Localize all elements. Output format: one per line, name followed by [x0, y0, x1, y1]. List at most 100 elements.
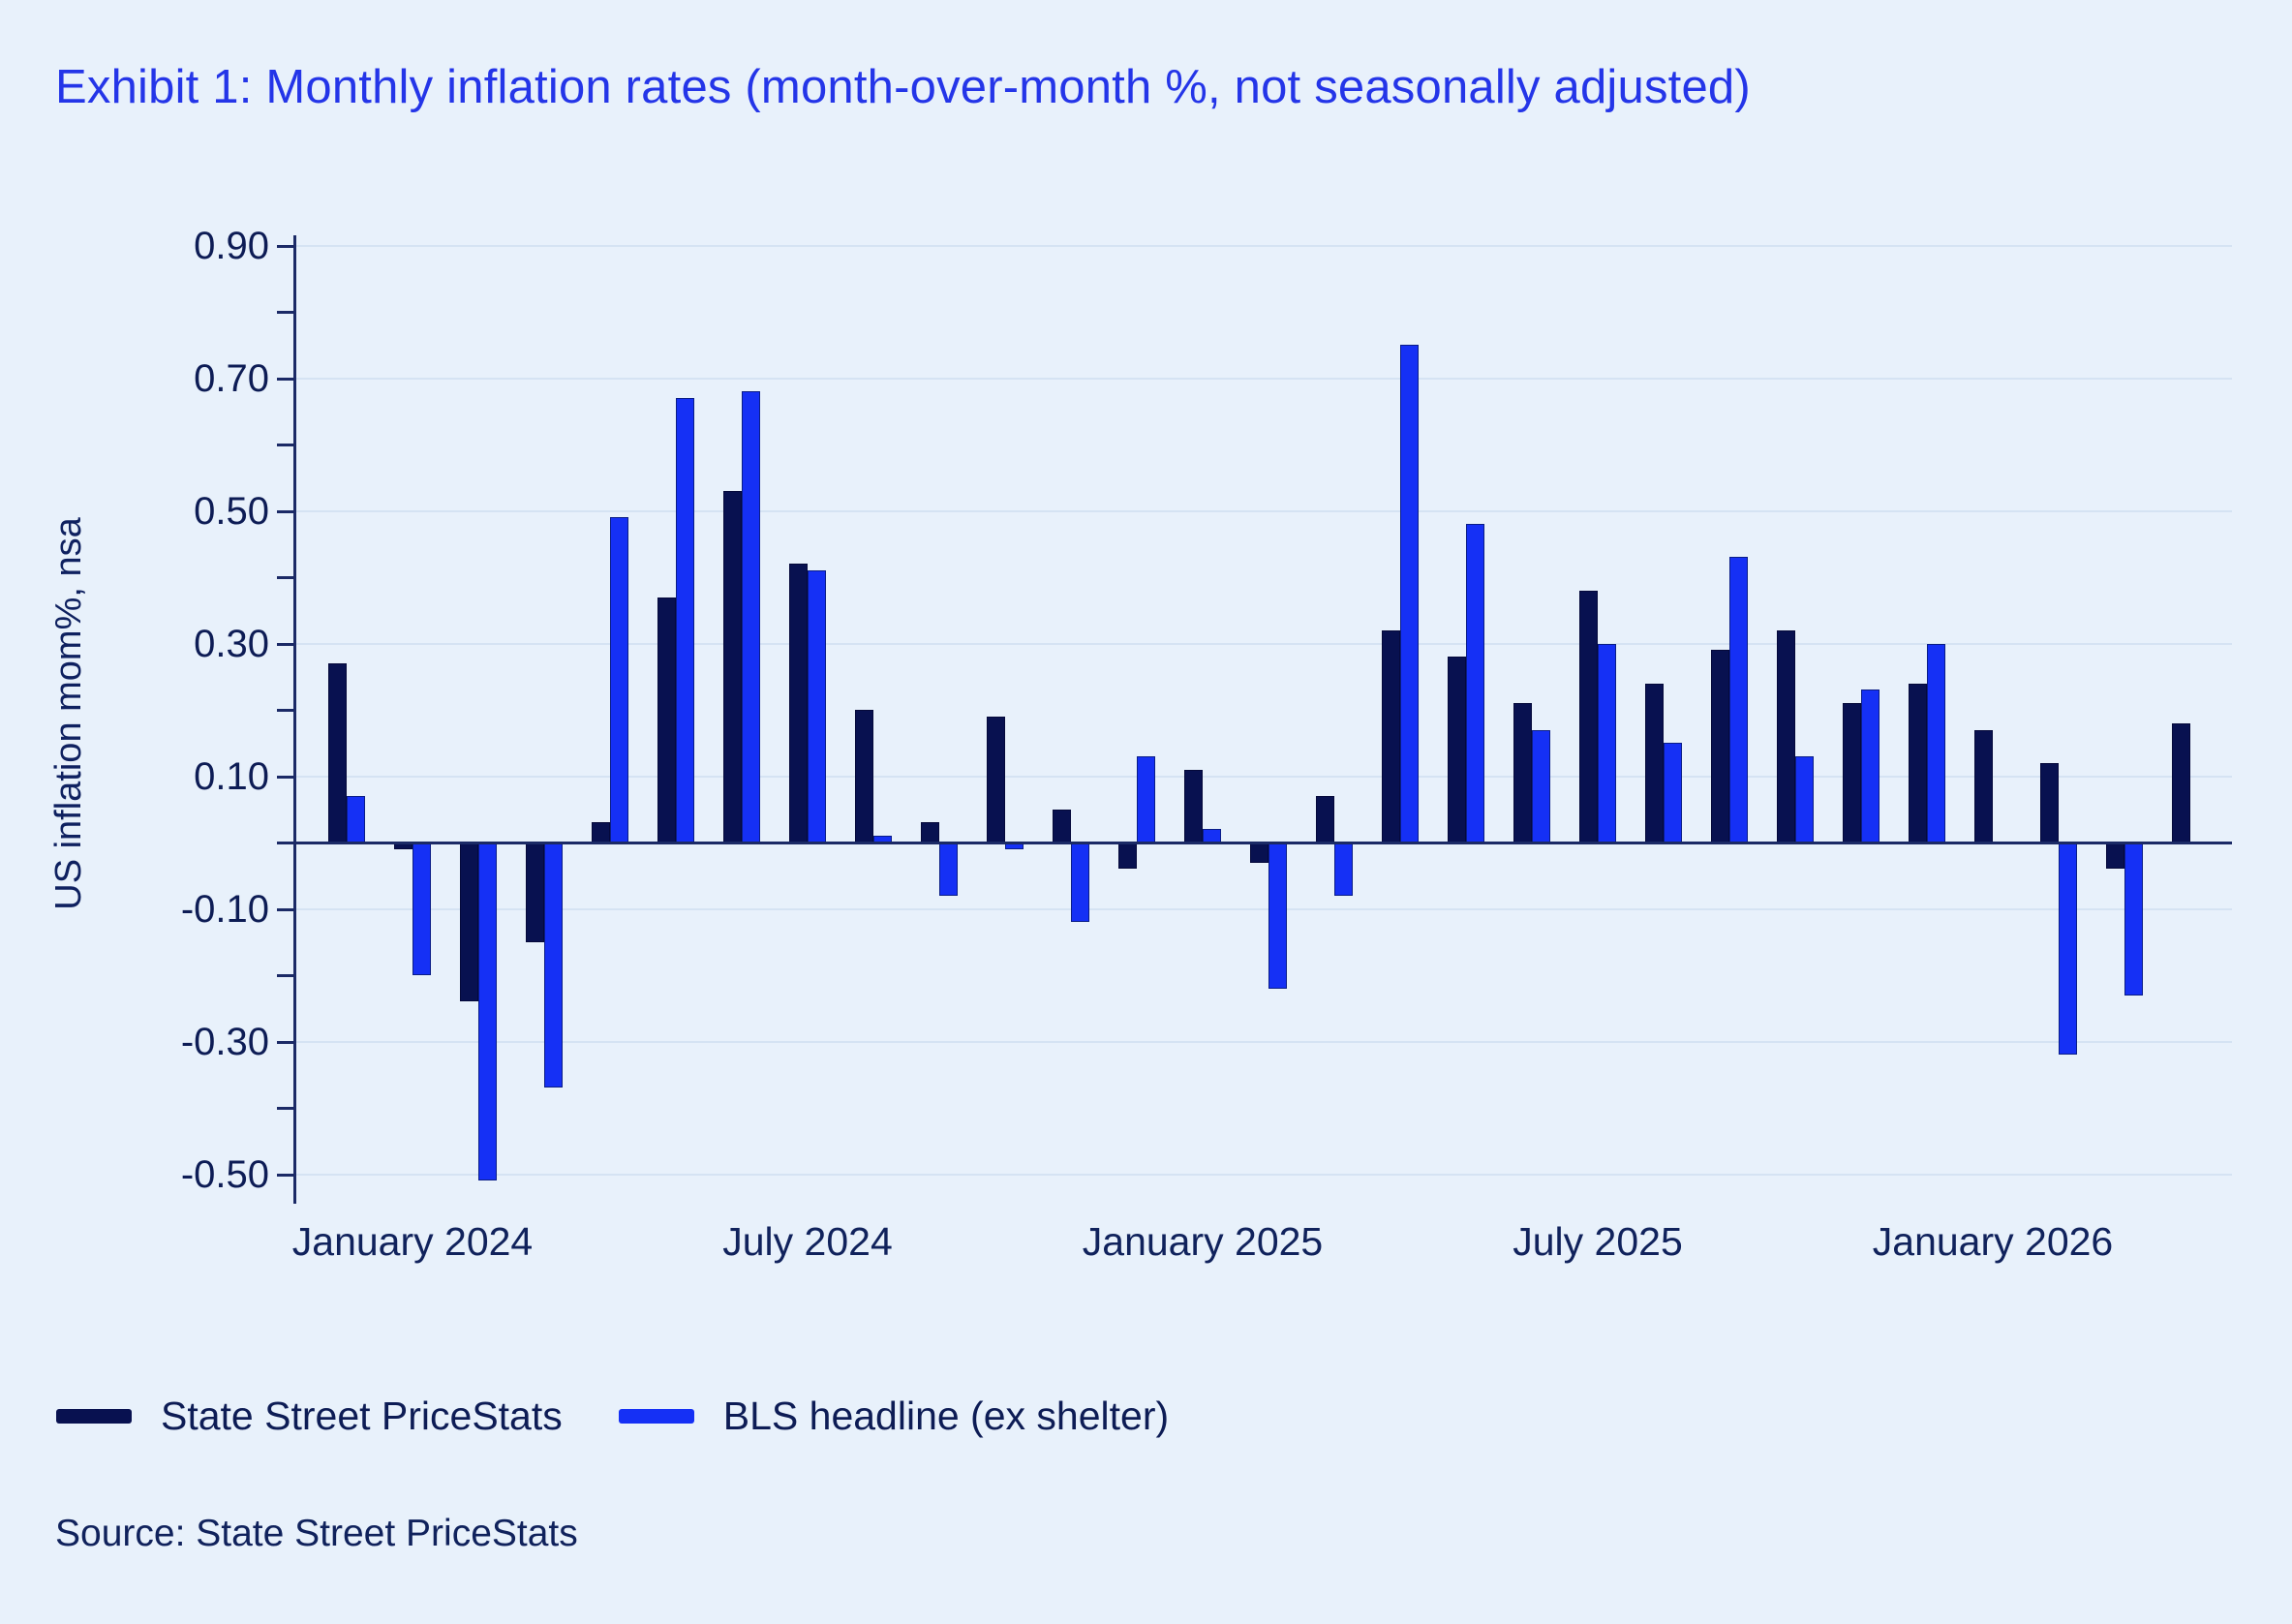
bar-bls-aug-2025: [1664, 743, 1682, 843]
bar-pricestats-aug-2024: [855, 710, 873, 843]
bar-pricestats-apr-2026: [2172, 722, 2190, 843]
y-tick-label-0.90: 0.90: [194, 224, 269, 267]
bar-pricestats-sep-2025: [1711, 650, 1729, 843]
legend-item-pricestats: State Street PriceStats: [56, 1394, 563, 1439]
y-tick-mark-0.5: [277, 509, 293, 513]
pricestats-swatch-icon: [56, 1408, 132, 1424]
y-tick-mark--0.1: [277, 907, 293, 911]
bar-bls-dec-2025: [1927, 643, 1945, 843]
bar-pricestats-nov-2025: [1843, 703, 1861, 843]
bar-bls-jan-2024: [413, 843, 431, 975]
bar-bls-mar-2026: [2124, 843, 2143, 996]
bar-pricestats-may-2025: [1448, 657, 1466, 843]
x-tick-label-january-2024: January 2024: [291, 1219, 534, 1264]
bar-pricestats-oct-2025: [1777, 629, 1795, 843]
y-tick-mark-0.3: [277, 642, 293, 646]
bar-pricestats-jun-2025: [1513, 703, 1532, 843]
bar-pricestats-jul-2024: [789, 564, 808, 843]
bar-pricestats-oct-2024: [987, 716, 1005, 843]
source-note: Source: State Street PriceStats: [55, 1513, 578, 1554]
bar-pricestats-apr-2025: [1382, 629, 1400, 843]
bar-bls-nov-2024: [1071, 843, 1089, 923]
y-tick-mark--0.4: [277, 1107, 293, 1110]
bar-bls-jul-2024: [808, 570, 826, 843]
bar-bls-mar-2024: [544, 843, 563, 1088]
bls-swatch-icon: [618, 1408, 694, 1424]
bar-bls-dec-2023: [347, 796, 365, 843]
y-tick-mark-0.7: [277, 377, 293, 381]
bar-pricestats-feb-2024: [460, 843, 478, 1002]
bar-bls-feb-2026: [2059, 843, 2077, 1056]
bar-bls-jun-2024: [742, 391, 760, 843]
legend-item-bls: BLS headline (ex shelter): [618, 1393, 1170, 1439]
y-tick-mark-0.1: [277, 775, 293, 779]
bar-pricestats-dec-2024: [1118, 843, 1137, 870]
bar-pricestats-dec-2023: [328, 663, 347, 843]
gridline-0.10: [293, 775, 2232, 778]
zero-baseline: [293, 842, 2232, 844]
bar-pricestats-jun-2024: [723, 490, 742, 843]
bar-bls-sep-2024: [939, 843, 958, 896]
bar-bls-apr-2024: [610, 517, 628, 843]
bar-bls-feb-2024: [478, 843, 497, 1181]
y-tick-mark-0.0: [277, 842, 293, 844]
bar-bls-may-2025: [1466, 524, 1484, 843]
chart-title: Exhibit 1: Monthly inflation rates (mont…: [55, 61, 1751, 113]
y-tick-label--0.30: -0.30: [180, 1020, 269, 1063]
y-tick-mark-0.9: [277, 244, 293, 248]
y-tick-label-0.10: 0.10: [194, 754, 269, 798]
gridline-0.50: [293, 509, 2232, 512]
legend-label-bls: BLS headline (ex shelter): [722, 1393, 1170, 1438]
y-tick-mark--0.3: [277, 1040, 293, 1044]
x-tick-label-july-2024: July 2024: [722, 1219, 893, 1264]
bar-bls-mar-2025: [1334, 843, 1353, 896]
bar-bls-jun-2025: [1532, 729, 1550, 843]
bar-pricestats-mar-2025: [1316, 796, 1334, 843]
bar-pricestats-dec-2025: [1909, 683, 1927, 843]
bar-pricestats-nov-2024: [1053, 809, 1071, 843]
y-tick-mark--0.2: [277, 974, 293, 977]
x-tick-label-january-2025: January 2025: [1082, 1219, 1324, 1264]
bar-pricestats-jan-2025: [1184, 769, 1203, 843]
bar-pricestats-aug-2025: [1645, 683, 1664, 843]
y-tick-mark-0.4: [277, 576, 293, 579]
y-tick-label--0.10: -0.10: [180, 887, 269, 931]
bar-pricestats-apr-2024: [592, 822, 610, 843]
bar-bls-sep-2025: [1729, 557, 1748, 843]
y-tick-label-0.30: 0.30: [194, 622, 269, 665]
y-tick-mark--0.5: [277, 1173, 293, 1177]
y-tick-label-0.70: 0.70: [194, 356, 269, 400]
gridline--0.10: [293, 907, 2232, 910]
y-tick-mark-0.2: [277, 709, 293, 712]
bar-bls-nov-2025: [1861, 689, 1879, 843]
bar-bls-jan-2025: [1203, 829, 1221, 843]
y-tick-label-0.50: 0.50: [194, 489, 269, 533]
bar-bls-may-2024: [676, 398, 694, 843]
y-axis-title: US inflation mom%, nsa: [48, 517, 89, 910]
bar-bls-oct-2025: [1795, 755, 1814, 843]
x-tick-label-january-2026: January 2026: [1872, 1219, 2114, 1264]
bar-bls-jul-2025: [1598, 643, 1616, 843]
gridline--0.30: [293, 1040, 2232, 1043]
bar-bls-feb-2025: [1268, 843, 1287, 989]
bar-pricestats-feb-2026: [2040, 762, 2059, 843]
bar-pricestats-feb-2025: [1250, 843, 1268, 863]
y-tick-label--0.50: -0.50: [180, 1152, 269, 1196]
bar-pricestats-jul-2025: [1579, 590, 1598, 843]
bar-bls-apr-2025: [1400, 345, 1419, 843]
y-tick-mark-0.6: [277, 444, 293, 446]
legend: State Street PriceStats BLS headline (ex…: [56, 1387, 1169, 1445]
gridline-0.70: [293, 377, 2232, 380]
y-axis-line: [293, 235, 296, 1204]
bar-pricestats-mar-2024: [526, 843, 544, 942]
legend-label-pricestats: State Street PriceStats: [161, 1393, 563, 1438]
gridline-0.30: [293, 642, 2232, 645]
gridline-0.90: [293, 244, 2232, 247]
x-tick-label-july-2025: July 2025: [1513, 1219, 1683, 1264]
y-tick-mark-0.8: [277, 311, 293, 314]
bar-pricestats-mar-2026: [2106, 843, 2124, 870]
bar-bls-dec-2024: [1137, 755, 1155, 843]
bar-pricestats-jan-2026: [1974, 729, 1993, 843]
gridline--0.50: [293, 1173, 2232, 1176]
